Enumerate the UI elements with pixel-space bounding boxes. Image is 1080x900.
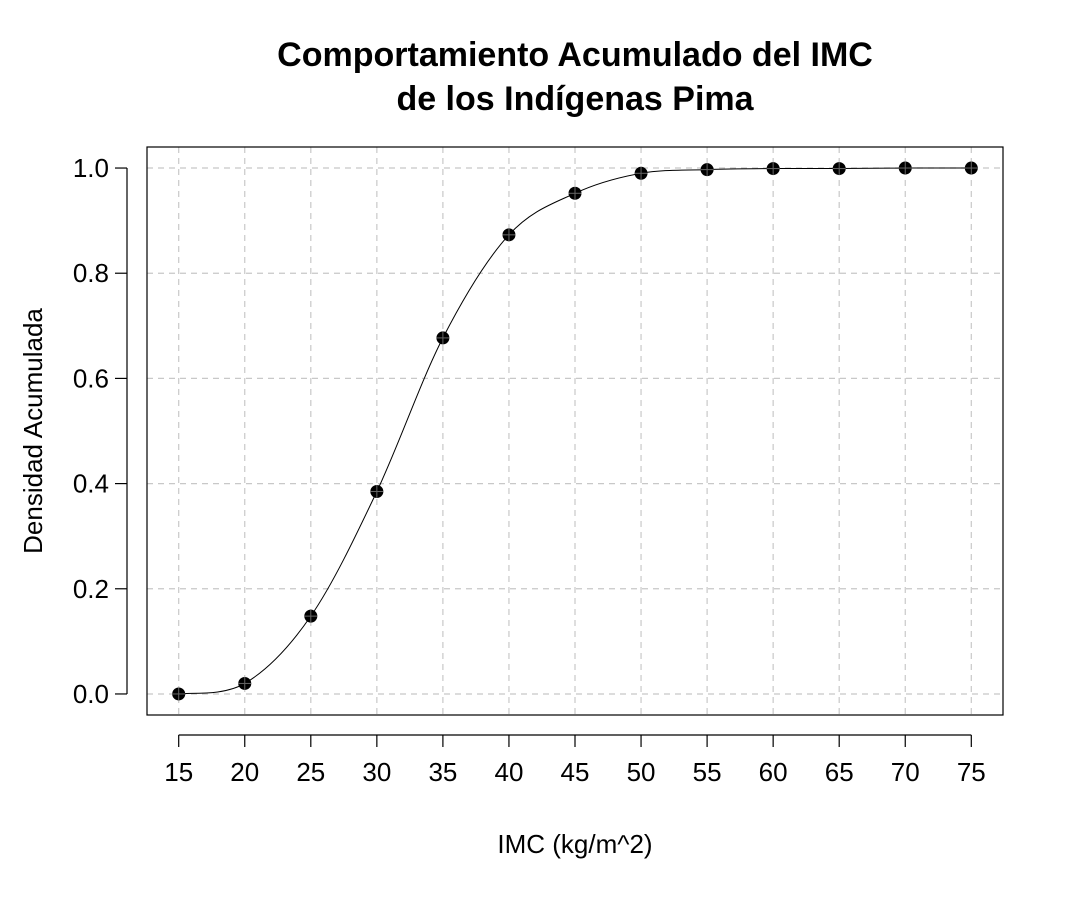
y-tick-label-0: 0.0	[73, 679, 109, 709]
grid	[147, 147, 1003, 715]
x-tick-label-12: 75	[957, 757, 986, 787]
x-tick-label-8: 55	[693, 757, 722, 787]
y-tick-label-3: 0.6	[73, 363, 109, 393]
x-tick-label-0: 15	[164, 757, 193, 787]
data-point-25	[304, 609, 318, 623]
y-tick-label-2: 0.4	[73, 469, 109, 499]
y-tick-label-5: 1.0	[73, 153, 109, 183]
plot-frame	[146, 146, 1004, 716]
chart-title-line-2: de los Indígenas Pima	[396, 80, 754, 118]
data-point-40	[502, 228, 516, 242]
data-point-65	[832, 162, 846, 176]
x-tick-label-9: 60	[759, 757, 788, 787]
x-tick-label-1: 20	[230, 757, 259, 787]
y-tick-label-1: 0.2	[73, 574, 109, 604]
axes: 15 20 25 30 35 40 45 50 55 60 65 70 75 0.0 0.2 0.4 0.6 0.…	[73, 153, 986, 787]
data-point-75	[964, 161, 978, 175]
x-axis-label: IMC (kg/m^2)	[497, 829, 652, 859]
series	[172, 161, 978, 701]
y-axis-label: Densidad Acumulada	[18, 308, 48, 554]
data-point-70	[898, 161, 912, 175]
x-tick-label-2: 25	[296, 757, 325, 787]
x-tick-label-6: 45	[561, 757, 590, 787]
x-tick-label-4: 35	[428, 757, 457, 787]
x-tick-label-5: 40	[494, 757, 523, 787]
data-point-50	[634, 166, 648, 180]
data-point-30	[370, 484, 384, 498]
chart-title-line-1: Comportamiento Acumulado del IMC	[277, 36, 873, 74]
data-point-45	[568, 186, 582, 200]
x-tick-label-11: 70	[891, 757, 920, 787]
x-tick-label-3: 30	[362, 757, 391, 787]
data-point-20	[238, 676, 252, 690]
data-point-60	[766, 162, 780, 176]
data-point-35	[436, 331, 450, 345]
data-point-55	[700, 163, 714, 177]
x-tick-label-7: 50	[627, 757, 656, 787]
x-tick-label-10: 65	[825, 757, 854, 787]
data-point-15	[172, 687, 186, 701]
y-tick-label-4: 0.8	[73, 258, 109, 288]
